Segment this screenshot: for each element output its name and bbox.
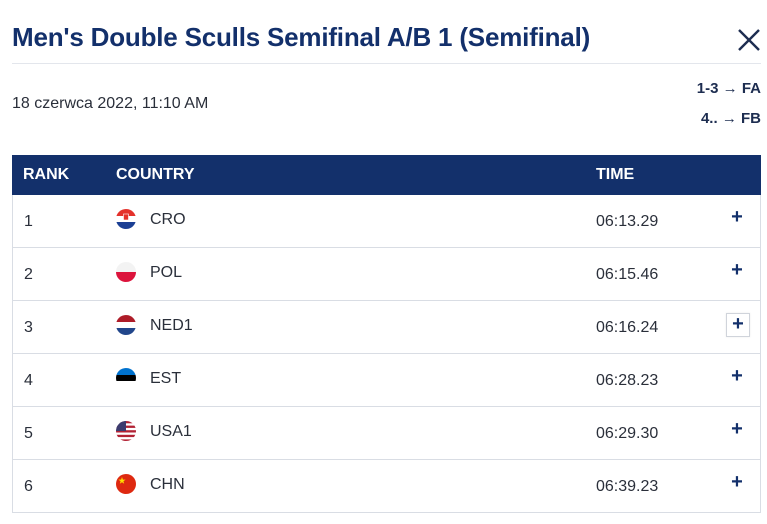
arrow-icon: → bbox=[721, 110, 737, 127]
time-cell: 06:15.46 bbox=[596, 266, 659, 283]
expand-row-button[interactable]: + bbox=[731, 471, 743, 493]
progression-ranks: 4.. bbox=[700, 110, 718, 127]
table-row: 3 NED1 06:16.24 + bbox=[12, 301, 761, 354]
rank-cell: 6 bbox=[24, 478, 33, 495]
country-cell: NED1 bbox=[150, 317, 193, 334]
table-row: 1 CRO 06:13.29 + bbox=[12, 195, 761, 248]
country-cell: POL bbox=[150, 264, 183, 281]
column-header-rank: RANK bbox=[23, 166, 70, 183]
time-cell: 06:16.24 bbox=[596, 319, 659, 336]
usa-flag-icon bbox=[116, 421, 136, 441]
results-table: RANK COUNTRY TIME 1 CRO 06:13.29 + 2 POL… bbox=[12, 155, 761, 513]
page-title: Men's Double Sculls Semifinal A/B 1 (Sem… bbox=[12, 22, 591, 52]
time-cell: 06:39.23 bbox=[596, 478, 659, 495]
croatia-flag-icon bbox=[116, 209, 136, 229]
time-cell: 06:29.30 bbox=[596, 425, 659, 442]
time-cell: 06:28.23 bbox=[596, 372, 659, 389]
header-divider bbox=[12, 63, 761, 64]
china-flag-icon bbox=[116, 474, 136, 494]
estonia-flag-icon bbox=[116, 368, 136, 388]
country-cell: EST bbox=[150, 370, 182, 387]
expand-row-button[interactable]: + bbox=[731, 365, 743, 387]
table-row: 4 EST 06:28.23 + bbox=[12, 354, 761, 407]
expand-row-button[interactable]: + bbox=[731, 259, 743, 281]
expand-row-button[interactable]: + bbox=[731, 206, 743, 228]
progression-target: FA bbox=[741, 80, 761, 97]
column-header-time: TIME bbox=[596, 166, 635, 183]
country-cell: USA1 bbox=[150, 423, 192, 440]
country-cell: CRO bbox=[150, 211, 186, 228]
close-icon[interactable] bbox=[733, 24, 765, 56]
rank-cell: 3 bbox=[24, 319, 33, 336]
table-row: 6 CHN 06:39.23 + bbox=[12, 460, 761, 513]
country-cell: CHN bbox=[150, 476, 185, 493]
progression-rule: 4.. → FB bbox=[701, 110, 761, 127]
progression-ranks: 1-3 bbox=[696, 80, 719, 97]
rank-cell: 2 bbox=[24, 266, 33, 283]
expand-row-button[interactable]: + bbox=[731, 418, 743, 440]
table-row: 5 USA1 06:29.30 + bbox=[12, 407, 761, 460]
race-datetime: 18 czerwca 2022, 11:10 AM bbox=[12, 95, 209, 112]
poland-flag-icon bbox=[116, 262, 136, 282]
expand-row-button[interactable]: + bbox=[726, 313, 750, 337]
time-cell: 06:13.29 bbox=[596, 213, 659, 230]
progression-target: FB bbox=[741, 110, 761, 127]
rank-cell: 1 bbox=[24, 213, 33, 230]
progression-rule: 1-3 → FA bbox=[697, 80, 761, 97]
rank-cell: 5 bbox=[24, 425, 33, 442]
arrow-icon: → bbox=[722, 80, 738, 97]
rank-cell: 4 bbox=[24, 372, 33, 389]
netherlands-flag-icon bbox=[116, 315, 136, 335]
column-header-country: COUNTRY bbox=[116, 166, 195, 183]
table-header: RANK COUNTRY TIME bbox=[12, 155, 761, 195]
table-row: 2 POL 06:15.46 + bbox=[12, 248, 761, 301]
